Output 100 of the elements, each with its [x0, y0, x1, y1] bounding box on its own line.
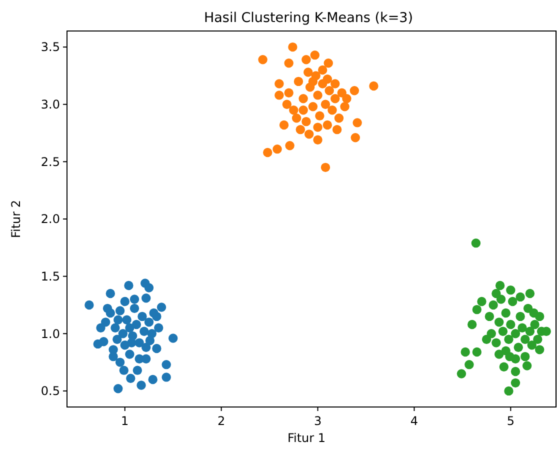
- x-tick-label: 2: [218, 414, 226, 428]
- point: [330, 94, 340, 104]
- point: [510, 329, 520, 338]
- point: [152, 344, 162, 354]
- point: [108, 352, 118, 362]
- point: [504, 386, 514, 396]
- point: [494, 318, 504, 327]
- point: [498, 326, 508, 336]
- point: [334, 114, 344, 123]
- point: [313, 135, 322, 144]
- point: [482, 334, 492, 344]
- point: [114, 384, 123, 394]
- point: [315, 111, 324, 120]
- point: [162, 360, 171, 370]
- point: [136, 380, 146, 390]
- point: [508, 296, 518, 306]
- point: [144, 283, 154, 292]
- point: [520, 352, 530, 362]
- y-tick-label: 0.5: [40, 384, 60, 398]
- point: [168, 334, 178, 343]
- point: [322, 74, 332, 84]
- point: [492, 338, 501, 348]
- y-tick-label: 3.5: [40, 40, 60, 54]
- x-axis-title: Fitur 1: [287, 431, 326, 445]
- point: [285, 141, 294, 150]
- point: [310, 50, 320, 60]
- point: [258, 55, 268, 64]
- point: [279, 120, 289, 130]
- y-tick-label: 2.0: [40, 212, 60, 226]
- y-axis-title: Fitur 2: [9, 200, 23, 238]
- point: [320, 162, 330, 172]
- point: [484, 312, 494, 322]
- point: [488, 300, 498, 310]
- point: [141, 294, 151, 303]
- y-tick-label: 3.0: [40, 98, 60, 112]
- point: [274, 90, 284, 100]
- point: [350, 133, 360, 142]
- point: [472, 347, 482, 357]
- point: [510, 366, 520, 376]
- x-tick-label: 4: [410, 414, 418, 428]
- point: [288, 42, 298, 52]
- point: [100, 318, 110, 327]
- point: [322, 120, 332, 130]
- point: [125, 350, 134, 359]
- point: [510, 378, 520, 388]
- point: [127, 338, 136, 348]
- point: [298, 94, 308, 104]
- x-tick-label: 3: [314, 414, 322, 428]
- point: [324, 58, 333, 68]
- point: [110, 323, 120, 332]
- point: [302, 55, 311, 64]
- point: [352, 118, 362, 128]
- point: [506, 285, 516, 295]
- x-tick-label: 5: [506, 414, 514, 428]
- point: [296, 124, 306, 134]
- point: [516, 312, 525, 322]
- point: [369, 81, 378, 91]
- y-tick-label: 2.5: [40, 154, 60, 169]
- point: [289, 106, 298, 115]
- x-tick-label: 1: [121, 414, 129, 428]
- point: [130, 304, 140, 314]
- point: [304, 130, 314, 139]
- point: [520, 334, 530, 344]
- point: [318, 65, 328, 75]
- point: [471, 238, 481, 248]
- point: [530, 320, 540, 330]
- point: [272, 144, 282, 154]
- point: [523, 304, 533, 314]
- point: [324, 86, 334, 96]
- point: [525, 288, 535, 298]
- point: [149, 308, 158, 318]
- point: [144, 318, 154, 327]
- point: [114, 315, 123, 324]
- point: [274, 79, 284, 88]
- point: [313, 90, 322, 100]
- point: [156, 302, 166, 312]
- point: [516, 292, 525, 302]
- point: [464, 360, 474, 370]
- point: [467, 320, 477, 330]
- point: [499, 362, 509, 372]
- point: [84, 300, 94, 310]
- point: [350, 86, 360, 96]
- point: [120, 296, 130, 306]
- point: [284, 88, 294, 98]
- point: [320, 100, 330, 109]
- point: [525, 326, 535, 336]
- point: [533, 334, 542, 344]
- point: [506, 320, 516, 330]
- point: [342, 94, 352, 104]
- point: [337, 88, 346, 98]
- point: [494, 350, 504, 359]
- point: [102, 304, 112, 314]
- point: [147, 329, 156, 338]
- point: [130, 294, 140, 304]
- point: [115, 306, 125, 316]
- point: [328, 106, 337, 115]
- point: [282, 100, 292, 109]
- y-tick-label: 1.0: [40, 326, 60, 341]
- point: [115, 358, 125, 367]
- point: [138, 312, 147, 322]
